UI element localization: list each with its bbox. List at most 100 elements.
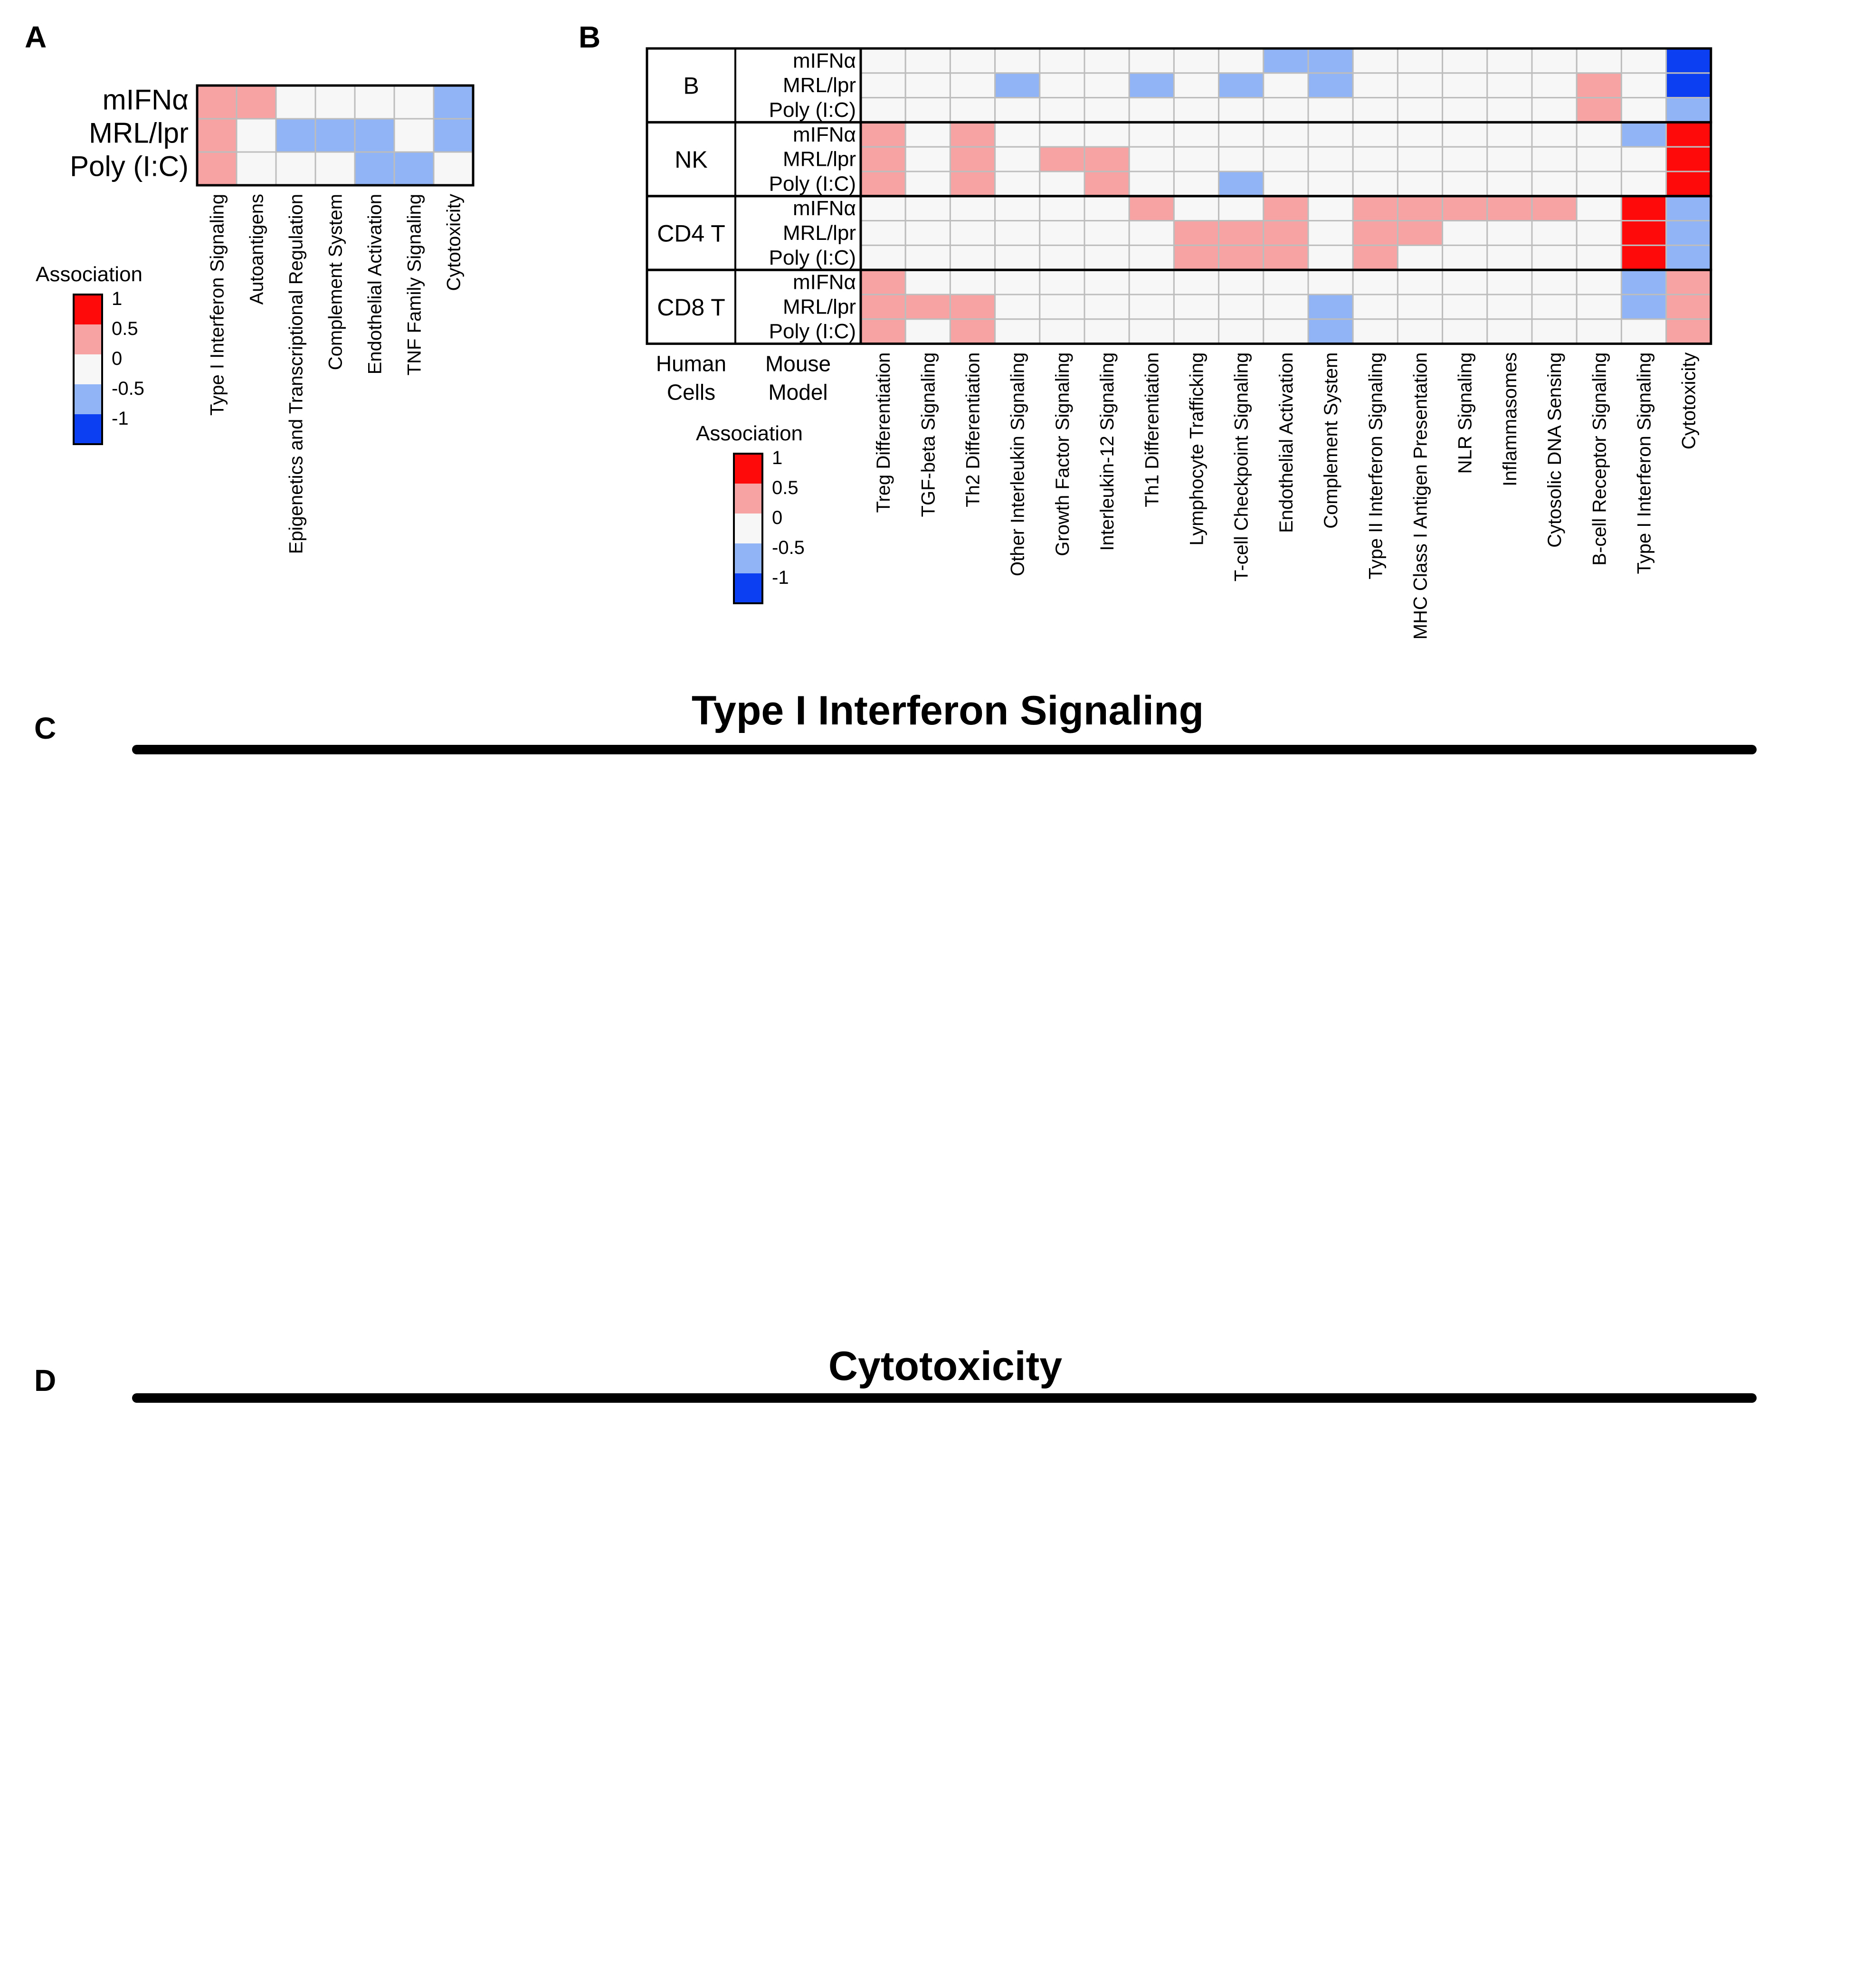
heatmap-b-col-label: Other Interleukin Signaling [1008,352,1028,576]
heatmap-b-cell [1263,146,1309,172]
panel-label-b: B [579,20,600,54]
heatmap-b-cell [1039,48,1085,74]
heatmap-b-row-label: Poly (I:C) [769,172,856,195]
heatmap-b-cell [1084,97,1130,123]
legend-a-title: Association [36,263,143,286]
heatmap-b-cell [994,146,1041,172]
heatmap-b-cell [1620,121,1667,148]
heatmap-b-cell [1084,195,1130,222]
heatmap-b-cell [949,269,996,295]
heatmap-b-cell [1173,171,1220,197]
heatmap-a-cell [236,118,277,153]
heatmap-b-cell [1173,244,1220,271]
heatmap-b-cell [1307,97,1354,123]
heatmap-b-cell [1397,220,1444,246]
heatmap-b-cell [1576,269,1622,295]
heatmap-b-cell [1486,220,1533,246]
heatmap-b-cell [1665,220,1712,246]
heatmap-b-cell [1128,244,1175,271]
heatmap-b-cell [1084,318,1130,345]
heatmap-b-cell [1665,171,1712,197]
heatmap-b-row-label: mIFNα [793,49,856,72]
section-c: Type I Interferon Signaling [132,688,1757,754]
heatmap-a-cell [196,118,238,153]
heatmap-b-row-label: MRL/lpr [783,148,856,171]
heatmap-b-cell [1397,318,1444,345]
heatmap-b-row-label: MRL/lpr [783,295,856,318]
heatmap-b-cell [1128,48,1175,74]
heatmap-b-cell [1084,121,1130,148]
heatmap-b-cell [1173,195,1220,222]
heatmap-b-cell [1620,244,1667,271]
heatmap-b-cell [1531,220,1578,246]
heatmap-b-cell [1084,244,1130,271]
heatmap-a-cell [354,151,395,186]
heatmap-b-cell [949,244,996,271]
heatmap-b-cell [1307,244,1354,271]
heatmap-b-cell [860,97,906,123]
heatmap-a-cell [433,151,474,186]
heatmap-b-cell [1352,220,1398,246]
heatmap-b-cell [1263,121,1309,148]
heatmap-a-col-label: Type I Interferon Signaling [207,194,228,416]
heatmap-b-cell [1531,195,1578,222]
heatmap-b-cell [904,146,951,172]
heatmap-b-row-label: Poly (I:C) [769,320,856,343]
heatmap-b-cell [994,72,1041,99]
heatmap-b-cell [1352,171,1398,197]
heatmap-b-cell [1486,244,1533,271]
heatmap-a-row-label: Poly (I:C) [70,150,189,182]
heatmap-b-cell [860,48,906,74]
heatmap-b-cell [1039,318,1085,345]
heatmap-b-cell [1442,171,1488,197]
section-c-rule [132,745,1757,754]
heatmap-b-cell [1352,72,1398,99]
heatmap-b-cell [860,195,906,222]
heatmap-b-col-label: Complement System [1321,352,1341,529]
heatmap-b-cell [1128,97,1175,123]
heatmap-a-cell [314,151,356,186]
heatmap-b-cell [1307,146,1354,172]
heatmap-b-cell [994,269,1041,295]
heatmap-b-col-label: Type II Interferon Signaling [1365,352,1386,580]
heatmap-b-cell [994,294,1041,320]
heatmap-b-cell [904,72,951,99]
heatmap-b-cell [1620,97,1667,123]
heatmap-b-cell [904,269,951,295]
legend-b-label: -0.5 [772,537,805,558]
heatmap-b-cell [1263,220,1309,246]
heatmap-b-cell [1620,220,1667,246]
heatmap-b-cell [1039,269,1085,295]
legend-b-swatch [734,573,762,603]
heatmap-a-row-label: mIFNα [103,84,189,115]
heatmap-b-cell [1486,318,1533,345]
heatmap-b-subrow-header: Model [768,380,827,405]
heatmap-b-cell [1531,121,1578,148]
heatmap-b-cell [1307,48,1354,74]
heatmap-b-cell [1263,171,1309,197]
heatmap-b-col-label: Th2 Differentiation [963,352,984,507]
heatmap-b-cell [1263,72,1309,99]
heatmap-b-cell [1218,97,1265,123]
heatmap-b-cell [994,121,1041,148]
heatmap-b-cell [1620,294,1667,320]
heatmap-b-row-label: mIFNα [793,197,856,220]
heatmap-b-cell [1397,121,1444,148]
heatmap-b-cell [1173,121,1220,148]
heatmap-b-cell [1397,48,1444,74]
heatmap-b-cell [1665,121,1712,148]
heatmap-b-col-label: Interleukin-12 Signaling [1097,352,1118,551]
legend-a-label: -0.5 [112,378,144,399]
heatmap-a-cell [196,151,238,186]
heatmap-b-cell [1486,72,1533,99]
heatmap-b-cell [1486,121,1533,148]
panel-label-d: D [34,1363,56,1398]
heatmap-b-cell [1128,269,1175,295]
heatmap-b-cell [1263,244,1309,271]
legend-a-label: -1 [112,408,129,429]
heatmap-b-cell [1576,294,1622,320]
heatmap-b-cell [1039,121,1085,148]
heatmap-b-cell [1128,121,1175,148]
heatmap-b-cell [860,220,906,246]
